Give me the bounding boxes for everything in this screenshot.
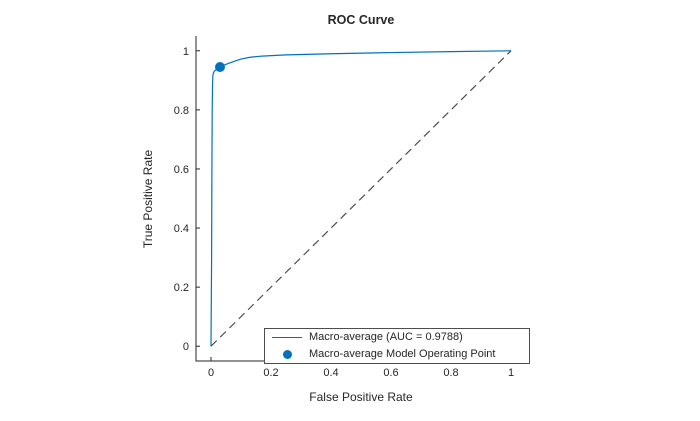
series-layer	[210, 50, 512, 347]
chance-diagonal-line	[210, 50, 512, 347]
x-tick-label: 0.8	[443, 367, 458, 379]
operating-point-marker	[215, 62, 225, 73]
y-tick-label: 0.4	[174, 223, 189, 235]
x-tick-label: 1	[508, 367, 514, 379]
chart-title: ROC Curve	[328, 13, 395, 27]
y-tick-label: 0	[183, 341, 189, 353]
x-axis-label: False Positive Rate	[309, 390, 413, 404]
x-tick-label: 0	[208, 367, 214, 379]
y-tick-label: 0.6	[174, 164, 189, 176]
legend-marker-sample-icon	[265, 350, 309, 359]
y-tick-label: 0.8	[174, 105, 189, 117]
legend-line-sample-icon	[265, 337, 309, 338]
legend-row-macro-average: Macro-average (AUC = 0.9788)	[265, 329, 529, 346]
legend-row-operating-point: Macro-average Model Operating Point	[265, 346, 529, 363]
x-tick-label: 0.2	[263, 367, 278, 379]
x-tick-label: 0.4	[323, 367, 338, 379]
y-axis-label: True Positive Rate	[141, 150, 155, 249]
y-tick-label: 1	[183, 46, 189, 58]
legend-label-operating-point: Macro-average Model Operating Point	[309, 348, 496, 360]
y-tick-label: 0.2	[174, 282, 189, 294]
legend-label-macro-average: Macro-average (AUC = 0.9788)	[309, 331, 463, 343]
legend-box: Macro-average (AUC = 0.9788) Macro-avera…	[264, 328, 530, 364]
x-tick-label: 0.6	[383, 367, 398, 379]
tick-layer: 0 0.2 0.4 0.6 0.8 1 0 0.2 0.4 0.6 0.8 1	[174, 46, 514, 379]
